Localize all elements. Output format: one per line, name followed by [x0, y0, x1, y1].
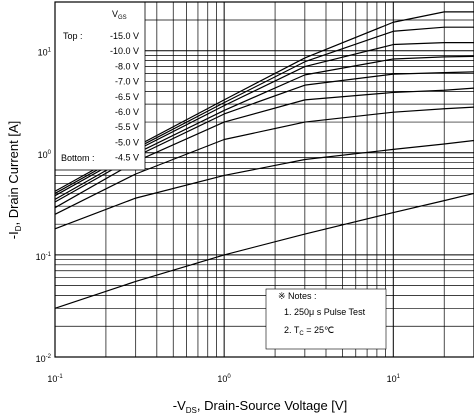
- y-axis-label-sub: D: [14, 225, 23, 231]
- y-tick-label-1-exp: -2: [46, 354, 52, 360]
- y-tick-label-3-exp: 0: [48, 150, 52, 156]
- y-axis-label-prefix: -I: [6, 231, 21, 239]
- notes: ※ Notes : 1. 250μ s Pulse Test 2. TC = 2…: [265, 288, 387, 350]
- y-tick-label-1: 10-2: [36, 354, 52, 364]
- legend-header-sub: GS: [118, 15, 127, 21]
- x-tick-label-2: 100: [217, 374, 231, 384]
- legend-header: VGS: [112, 9, 127, 21]
- y-tick-label-2: 10-1: [36, 252, 52, 262]
- x-axis-label-prefix: -V: [173, 398, 186, 413]
- notes-title: ※ Notes :: [278, 291, 317, 301]
- x-tick-label-2-base: 10: [217, 374, 227, 384]
- y-tick-label-3: 100: [38, 150, 52, 160]
- legend-bottom-label: Bottom :: [61, 153, 95, 163]
- legend-entry-1: -15.0 V: [110, 31, 139, 41]
- x-tick-label-1-base: 10: [47, 374, 57, 384]
- x-axis-label: -VDS, Drain-Source Voltage [V]: [173, 398, 347, 415]
- x-tick-label-1-exp: -1: [57, 374, 63, 380]
- legend-entries: -15.0 V -10.0 V -8.0 V -7.0 V -6.5 V -6.0 V -5…: [110, 31, 139, 163]
- x-tick-label-3-base: 10: [387, 374, 397, 384]
- plot-frame: [54, 1, 474, 358]
- y-tick-label-3-base: 10: [38, 150, 48, 160]
- legend-box: [54, 1, 146, 171]
- x-tick-label-2-exp: 0: [227, 374, 231, 380]
- y-tick-label-4-base: 10: [38, 48, 48, 58]
- x-axis-label-sub: DS: [186, 406, 197, 415]
- legend-entry-8: -5.0 V: [115, 137, 139, 147]
- notes-line-2: 2. TC = 25℃: [284, 325, 334, 337]
- series-line-8: [54, 139, 474, 230]
- y-tick-label-4-exp: 1: [48, 48, 52, 54]
- y-tick-label-4: 101: [38, 48, 52, 58]
- y-tick-label-1-base: 10: [36, 354, 46, 364]
- notes-line-2-prefix: 2. T: [284, 325, 300, 335]
- y-axis-label: -ID, Drain Current [A]: [6, 121, 23, 240]
- x-axis-label-suffix: , Drain-Source Voltage [V]: [197, 398, 347, 413]
- notes-box: [265, 288, 387, 350]
- legend: VGS Top : Bottom : -15.0 V-10.0 V-8.0 V-…: [54, 1, 146, 171]
- y-tick-label-2-exp: -1: [46, 252, 52, 258]
- legend-entry-3: -8.0 V: [115, 61, 139, 71]
- notes-line-1: 1. 250μ s Pulse Test: [284, 307, 366, 317]
- x-tick-label-1: 10-1: [47, 374, 63, 384]
- y-axis-label-suffix: , Drain Current [A]: [6, 121, 21, 226]
- legend-entry-6: -6.0 V: [115, 107, 139, 117]
- series-line-7: [54, 106, 474, 215]
- legend-entry-9: -4.5 V: [115, 153, 139, 163]
- legend-entry-4: -7.0 V: [115, 77, 139, 87]
- x-tick-label-3: 101: [387, 374, 401, 384]
- legend-entry-2: -10.0 V: [110, 46, 139, 56]
- series-line-9: [54, 192, 474, 309]
- legend-entry-5: -6.5 V: [115, 92, 139, 102]
- notes-line-2-suffix: = 25℃: [304, 325, 334, 335]
- legend-top-label: Top :: [63, 31, 83, 41]
- legend-header-v: V: [112, 9, 118, 19]
- y-tick-label-2-base: 10: [36, 252, 46, 262]
- notes-line-2-sub: C: [299, 331, 304, 337]
- x-tick-label-3-exp: 1: [397, 374, 401, 380]
- legend-entry-7: -5.5 V: [115, 122, 139, 132]
